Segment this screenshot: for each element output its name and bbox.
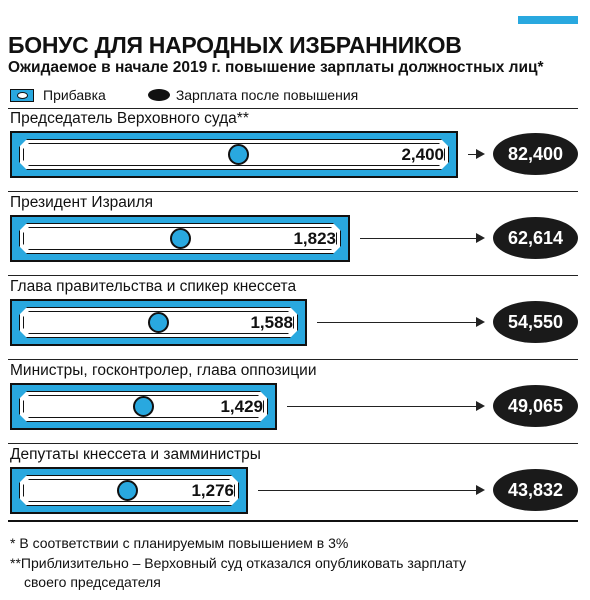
category-label: Глава правительства и спикер кнессета [10, 278, 297, 295]
arrow-line [468, 153, 477, 155]
accent-bar [518, 16, 578, 24]
arrow [258, 484, 485, 496]
legend: Прибавка Зарплата после повышения [10, 86, 358, 104]
row-divider [8, 359, 578, 360]
footnote-2: **Приблизительно – Верховный суд отказал… [10, 555, 467, 571]
legend-label-salary: Зарплата после повышения [175, 87, 359, 103]
category-label: Председатель Верховного суда** [10, 110, 249, 127]
bar-dot [147, 312, 169, 333]
banknote-icon [10, 88, 34, 102]
raise-value: 1,823 [293, 228, 336, 248]
bar-raise: 1,588 [10, 299, 307, 346]
arrow [468, 148, 485, 160]
raise-value: 2,400 [401, 144, 444, 164]
legend-item-raise: Прибавка [10, 87, 106, 103]
arrow-line [258, 489, 477, 491]
divider [8, 108, 578, 109]
chart-subtitle: Ожидаемое в начале 2019 г. повышение зар… [8, 59, 544, 76]
arrow-line [287, 405, 477, 407]
arrow-head [476, 317, 485, 327]
legend-item-salary: Зарплата после повышения [106, 87, 358, 103]
raise-value: 1,588 [250, 312, 293, 332]
arrow-head [476, 485, 485, 495]
salary-value: 43,832 [493, 469, 578, 511]
footnote-3: своего председателя [24, 574, 161, 590]
row-divider [8, 443, 578, 444]
category-label: Министры, госконтролер, глава оппозиции [10, 362, 317, 379]
arrow [287, 400, 485, 412]
row-divider [8, 191, 578, 192]
bar-raise: 1,276 [10, 467, 248, 514]
arrow [317, 316, 485, 328]
bar-raise: 1,429 [10, 383, 277, 430]
footer-divider [8, 520, 578, 522]
raise-value: 1,429 [220, 396, 263, 416]
legend-label-raise: Прибавка [43, 87, 106, 103]
arrow [360, 232, 485, 244]
salary-value: 49,065 [493, 385, 578, 427]
arrow-head [476, 149, 485, 159]
arrow-line [360, 237, 477, 239]
footnote-1: * В соответствии с планируемым повышение… [10, 535, 349, 551]
bar-dot [227, 144, 249, 165]
arrow-head [476, 401, 485, 411]
salary-value: 82,400 [493, 133, 578, 175]
bar-dot [169, 228, 191, 249]
chart-title: БОНУС ДЛЯ НАРОДНЫХ ИЗБРАННИКОВ [8, 32, 462, 58]
bar-raise: 1,823 [10, 215, 350, 262]
salary-value: 62,614 [493, 217, 578, 259]
arrow-head [476, 233, 485, 243]
category-label: Депутаты кнессета и замминистры [10, 446, 261, 463]
coin-icon [147, 89, 170, 101]
salary-value: 54,550 [493, 301, 578, 343]
category-label: Президент Израиля [10, 194, 154, 211]
arrow-line [317, 321, 477, 323]
row-divider [8, 275, 578, 276]
raise-value: 1,276 [191, 480, 234, 500]
bar-dot [132, 396, 154, 417]
bar-raise: 2,400 [10, 131, 458, 178]
bar-dot [116, 480, 138, 501]
